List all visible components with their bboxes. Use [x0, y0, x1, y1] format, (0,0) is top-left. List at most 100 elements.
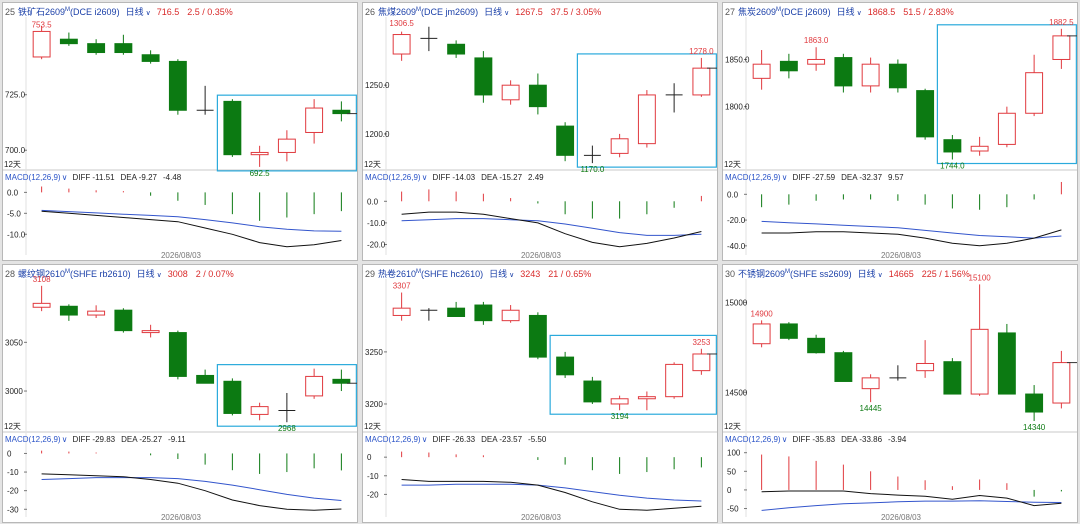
candle-body	[610, 138, 629, 154]
candle-body	[807, 58, 826, 65]
chart-canvas: 15000 14500 14900 15100 14445 14340 100 50 0 -50	[723, 273, 1077, 517]
macd-dif-line	[401, 479, 702, 511]
chart-panel[interactable]: 26 焦煤2609M(DCE jm2609) 日线 ∨ 1267.5 37.5 / 3.0…	[362, 2, 718, 261]
chevron-down-icon[interactable]: ∨	[509, 272, 515, 279]
contract-superscript: M	[416, 7, 422, 13]
candle	[637, 90, 656, 148]
candle-body	[223, 100, 242, 156]
y-tick-label: 3250	[365, 348, 383, 357]
candle	[583, 145, 601, 164]
candle-body	[305, 107, 324, 133]
days-label: 12天	[724, 160, 741, 169]
chevron-down-icon[interactable]: ∨	[421, 435, 428, 444]
chevron-down-icon[interactable]: ∨	[156, 272, 162, 279]
highlight-box	[549, 334, 717, 415]
price-annotation: 1882.5	[1049, 18, 1074, 27]
price-annotation: 1278.0	[689, 47, 714, 56]
candle	[392, 31, 411, 61]
macd-name[interactable]: MACD(12,26,9)	[5, 435, 61, 444]
period-selector[interactable]: 日线	[857, 269, 876, 279]
contract-name: 铁矿石2609	[18, 7, 66, 17]
candle-body	[779, 60, 798, 72]
y-tick-label: 700.0	[5, 146, 26, 155]
y-tick-label: 1850.0	[725, 55, 750, 64]
chevron-down-icon[interactable]: ∨	[421, 173, 428, 182]
candle-body	[997, 332, 1016, 395]
price-annotation: 753.5	[32, 20, 53, 29]
candle	[114, 34, 133, 55]
chart-canvas: 3250 3200 3307 3253 3194 0 -10 -20	[363, 279, 717, 517]
macd-dea-line	[401, 483, 702, 502]
macd-value: -9.11	[168, 435, 186, 444]
chart-panel[interactable]: 25 铁矿石2609M(DCE i2609) 日线 ∨ 716.5 2.5 / 0.35%…	[2, 2, 358, 261]
chart-canvas: 3050 3000 3108 2968 0 -10 -20 -30	[3, 275, 357, 517]
contract-superscript: M	[785, 269, 791, 275]
macd-name[interactable]: MACD(12,26,9)	[725, 435, 781, 444]
candle	[474, 301, 493, 325]
chart-canvas: 1250.0 1200.0 1306.5 1278.0 1170.0 0.0 -10.0 -2…	[363, 17, 717, 255]
macd-diff: DIFF -11.51	[72, 173, 115, 182]
chevron-down-icon[interactable]: ∨	[504, 10, 510, 17]
macd-name[interactable]: MACD(12,26,9)	[365, 435, 421, 444]
y-tick-label: 3200	[365, 400, 383, 409]
y-tick-label: 725.0	[5, 91, 26, 100]
last-price: 14665	[888, 269, 914, 279]
y-tick-label: 1250.0	[365, 81, 390, 90]
price-annotation: 14445	[860, 404, 883, 413]
period-selector[interactable]: 日线	[836, 7, 855, 17]
chevron-down-icon[interactable]: ∨	[856, 10, 862, 17]
candle	[168, 330, 187, 380]
chart-panel[interactable]: 27 焦炭2609M(DCE j2609) 日线 ∨ 1868.5 51.5 / 2.83…	[722, 2, 1078, 261]
contract-superscript: M	[776, 7, 782, 13]
period-selector[interactable]: 日线	[484, 7, 503, 17]
price-change: 51.5 / 2.83%	[903, 7, 954, 17]
candle	[305, 368, 324, 399]
price-annotation: 14900	[751, 309, 774, 318]
chevron-down-icon[interactable]: ∨	[781, 173, 788, 182]
chevron-down-icon[interactable]: ∨	[61, 173, 68, 182]
chevron-down-icon[interactable]: ∨	[61, 435, 68, 444]
macd-name[interactable]: MACD(12,26,9)	[725, 173, 781, 182]
candle-body	[834, 57, 853, 87]
chart-panel[interactable]: 28 螺纹钢2610M(SHFE rb2610) 日线 ∨ 3008 2 / 0.07% 3…	[2, 264, 358, 523]
candle-body	[752, 323, 771, 345]
chart-panel[interactable]: 29 热卷2610M(SHFE hc2610) 日线 ∨ 3243 21 / 0.65% 3…	[362, 264, 718, 523]
chart-panel[interactable]: 30 不锈钢2609M(SHFE ss2609) 日线 ∨ 14665 225 / 1.5…	[722, 264, 1078, 523]
macd-tick-label: -10.0	[367, 219, 386, 228]
macd-name[interactable]: MACD(12,26,9)	[5, 173, 61, 182]
panel-header: 26 焦煤2609M(DCE jm2609) 日线 ∨ 1267.5 37.5 / 3.0…	[365, 4, 601, 17]
period-selector[interactable]: 日线	[489, 269, 508, 279]
candle	[916, 88, 935, 140]
chevron-down-icon[interactable]: ∨	[877, 272, 883, 279]
days-label: 12天	[364, 160, 381, 169]
period-selector[interactable]: 日线	[136, 269, 155, 279]
chevron-down-icon[interactable]: ∨	[145, 10, 151, 17]
contract-code: (DCE jm2609)	[421, 7, 479, 17]
candle	[665, 362, 684, 399]
candle	[223, 99, 242, 157]
candle	[277, 130, 296, 162]
candle	[861, 374, 880, 403]
candle	[556, 122, 575, 162]
days-label: 12天	[4, 422, 21, 431]
candle	[637, 391, 656, 411]
date-label: 2026/08/03	[520, 251, 562, 260]
last-price: 3243	[520, 269, 541, 279]
period-selector[interactable]: 日线	[125, 7, 144, 17]
chevron-down-icon[interactable]: ∨	[781, 435, 788, 444]
candle	[1025, 385, 1044, 422]
panel-index: 27	[725, 7, 736, 17]
candle-body	[392, 307, 411, 316]
contract-name: 焦煤2609	[378, 7, 417, 17]
macd-tick-label: 50	[727, 467, 736, 476]
candle-body	[752, 63, 771, 79]
candle-body	[779, 323, 798, 339]
price-change: 225 / 1.56%	[921, 269, 970, 279]
panel-header: 30 不锈钢2609M(SHFE ss2609) 日线 ∨ 14665 225 / 1.5…	[725, 266, 970, 279]
contract-superscript: M	[65, 269, 71, 275]
macd-dif-line	[761, 490, 1062, 507]
contract-name: 热卷2610	[378, 269, 417, 279]
macd-name[interactable]: MACD(12,26,9)	[365, 173, 421, 182]
candle-body	[943, 361, 962, 395]
candle-body	[332, 109, 351, 115]
